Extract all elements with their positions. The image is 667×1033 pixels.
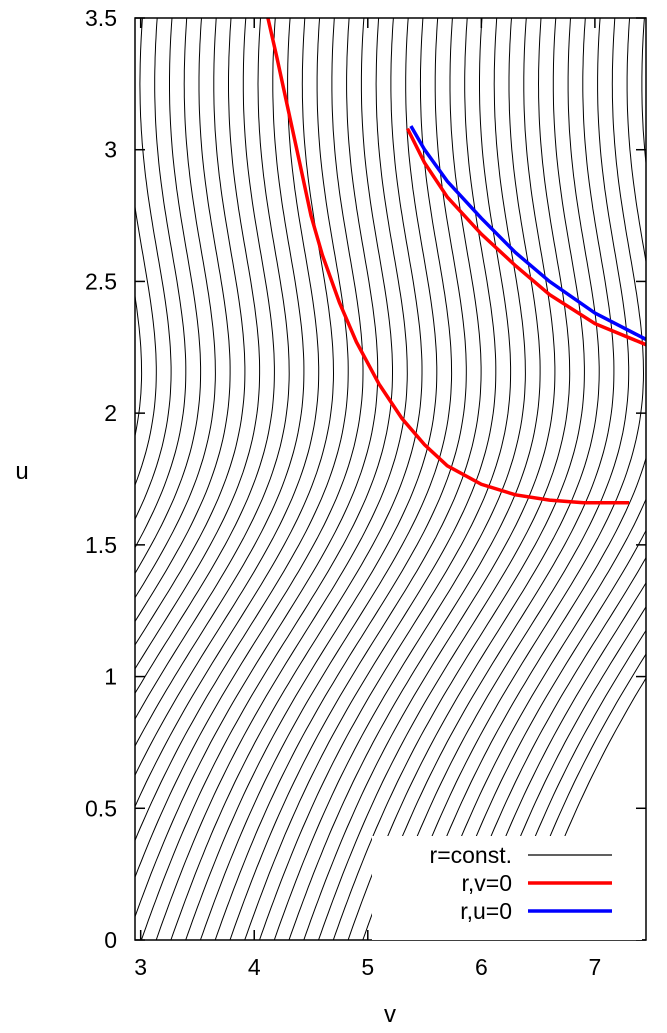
contour-line <box>135 18 187 549</box>
contour-line <box>140 18 393 940</box>
series-line <box>409 125 646 341</box>
y-tick-label: 3.5 <box>85 5 117 31</box>
contour-line <box>135 18 261 670</box>
y-tick-label: 2.5 <box>85 268 117 294</box>
contour-line <box>135 18 290 720</box>
contour-line <box>450 556 646 940</box>
x-axis-label: v <box>384 1001 396 1028</box>
contour-line <box>135 18 275 695</box>
contour-line <box>135 18 379 919</box>
y-tick-label: 0.5 <box>85 795 117 821</box>
contour-line <box>318 18 571 940</box>
contour-line <box>170 18 423 940</box>
contour-line <box>79 18 112 512</box>
contour-line <box>155 18 408 940</box>
contour-line <box>362 18 615 940</box>
y-tick-label: 1.5 <box>85 532 117 558</box>
contour-line <box>391 18 645 940</box>
contour-line <box>79 314 83 419</box>
contour-line <box>480 605 646 940</box>
contour-line <box>185 18 438 940</box>
contour-line <box>135 18 320 777</box>
contour-line <box>347 18 600 940</box>
x-tick-label: 5 <box>361 954 374 980</box>
y-tick-label: 3 <box>104 137 117 163</box>
contour-line <box>135 18 216 599</box>
legend-label: r=const. <box>430 842 512 868</box>
contour-line <box>135 18 305 748</box>
contour-line <box>436 529 646 940</box>
x-tick-label: 7 <box>589 954 602 980</box>
series-line <box>405 127 646 347</box>
y-tick-label: 2 <box>104 400 117 426</box>
series-line <box>266 18 629 505</box>
contour-line <box>135 18 364 879</box>
legend: r=const.r,v=0r,u=0 <box>372 836 642 940</box>
contour-line <box>421 18 646 940</box>
axis-ticks: 3 4 5 6 7 0 0.5 1 1.5 2 2.5 3 3.5 <box>85 5 646 980</box>
contour-line <box>135 18 349 842</box>
contour-line <box>135 18 335 808</box>
y-axis-label: u <box>15 458 28 485</box>
contour-line <box>377 18 630 940</box>
contour-line <box>244 18 497 940</box>
contour-line <box>273 18 526 940</box>
y-tick-label: 0 <box>104 927 117 953</box>
legend-box <box>372 836 642 940</box>
contour-line <box>135 18 246 646</box>
x-tick-label: 3 <box>134 954 147 980</box>
contour-line <box>288 18 541 940</box>
contour-line <box>406 18 646 940</box>
contour-line <box>229 18 482 940</box>
contour-line <box>199 18 453 940</box>
contour-line <box>135 18 202 575</box>
x-tick-label: 6 <box>475 954 488 980</box>
plot-frame <box>134 17 647 941</box>
contour-line <box>135 18 231 623</box>
contour-lines <box>78 18 646 940</box>
contour-line <box>135 203 157 487</box>
legend-label: r,v=0 <box>461 870 512 896</box>
contour-line <box>78 222 97 479</box>
series-layer <box>266 18 646 505</box>
contour-line <box>135 18 172 521</box>
contour-line <box>303 18 556 940</box>
x-tick-label: 4 <box>248 954 261 980</box>
contour-line <box>332 18 585 940</box>
contour-line <box>465 581 646 940</box>
contour-line <box>259 18 512 940</box>
legend-label: r,u=0 <box>460 898 512 924</box>
y-tick-label: 1 <box>104 664 117 690</box>
